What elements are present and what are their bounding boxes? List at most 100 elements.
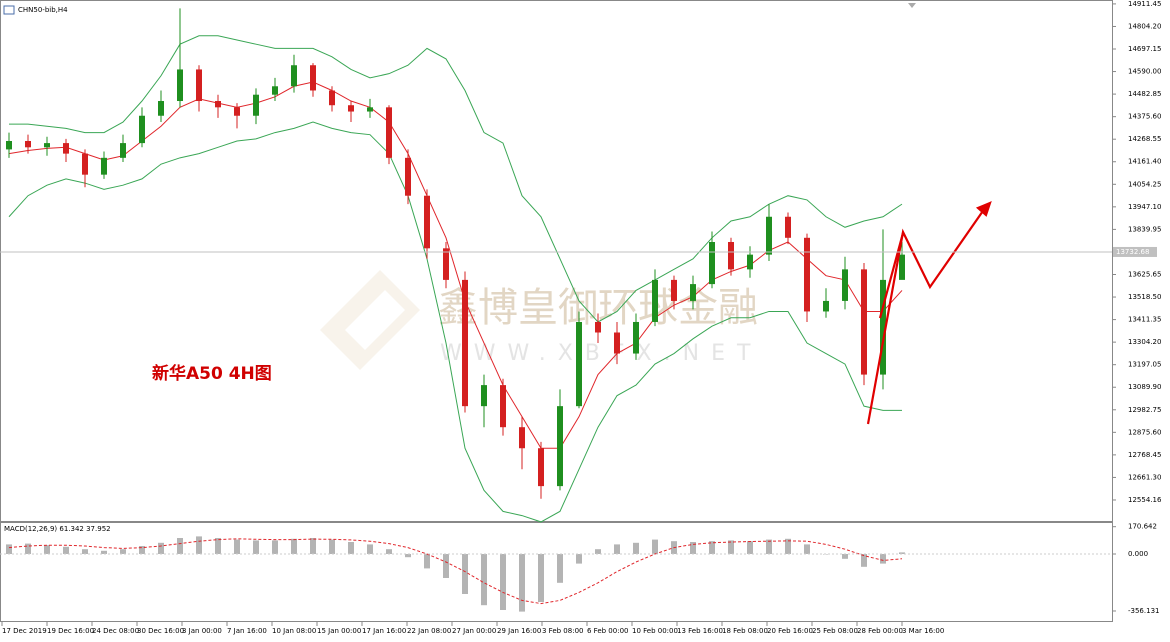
candle-body [462, 279, 468, 407]
macd-bar [481, 554, 487, 606]
macd-bar [215, 538, 221, 554]
y-tick-label: 13304.20 [1128, 338, 1161, 346]
y-tick-label: 13625.65 [1128, 270, 1161, 278]
x-tick-label: 3 Mar 16:00 [902, 627, 944, 635]
macd-bar [633, 542, 639, 554]
x-tick-label: 3 Feb 08:00 [542, 627, 583, 635]
candle-body [747, 254, 753, 270]
candle-body [614, 332, 620, 354]
macd-bar [462, 554, 468, 594]
macd-bar [519, 554, 525, 612]
x-tick-label: 27 Jan 00:00 [452, 627, 496, 635]
macd-bar [728, 540, 734, 554]
marks [6, 8, 905, 612]
y-tick-label: 0.000 [1128, 550, 1148, 558]
y-tick-label: 12768.45 [1128, 451, 1161, 459]
candle-body [405, 157, 411, 196]
x-tick-label: 6 Feb 00:00 [587, 627, 628, 635]
candle-body [272, 86, 278, 95]
macd-bar [253, 540, 259, 554]
candle-body [120, 143, 126, 158]
candle-body [310, 65, 316, 91]
x-tick-label: 20 Feb 16:00 [767, 627, 813, 635]
candle-body [557, 406, 563, 487]
x-tick-label: 22 Jan 08:00 [407, 627, 451, 635]
x-tick-label: 29 Jan 16:00 [497, 627, 541, 635]
candle-body [215, 101, 221, 108]
annotation: 新华A50 4H图 [152, 363, 272, 384]
candle-body [139, 115, 145, 144]
macd-bar [557, 554, 563, 583]
y-tick-label: -356.131 [1128, 607, 1159, 615]
macd-bar [405, 554, 411, 558]
y-tick-label: 12982.75 [1128, 406, 1161, 414]
y-tick-label: 13089.90 [1128, 383, 1161, 391]
macd-bar [595, 549, 601, 554]
macd-title: MACD(12,26,9) 61.342 37.952 [4, 525, 111, 533]
x-tick-label: 17 Dec 2019 [2, 627, 47, 635]
macd-bar [766, 539, 772, 554]
x-tick-label: 15 Jan 00:00 [317, 627, 361, 635]
candle-body [823, 300, 829, 312]
macd-bar [538, 554, 544, 602]
candle-body [234, 107, 240, 116]
candle-body [291, 65, 297, 87]
candle-body [44, 143, 50, 148]
candle-body [633, 321, 639, 354]
y-tick-label: 12554.16 [1128, 496, 1162, 504]
y-tick-label: 12661.30 [1128, 473, 1161, 481]
candle-body [196, 69, 202, 102]
macd-bar [500, 554, 506, 610]
x-tick-label: 19 Dec 16:00 [47, 627, 94, 635]
y-tick-label: 14590.00 [1128, 68, 1161, 76]
candle-body [177, 69, 183, 102]
macd-bar [25, 543, 31, 554]
x-tick-label: 10 Feb 00:00 [632, 627, 678, 635]
macd-bar [861, 554, 867, 567]
candle-body [538, 448, 544, 487]
macd-pane [0, 522, 1113, 622]
x-tick-label: 24 Dec 08:00 [92, 627, 139, 635]
candle-body [443, 248, 449, 280]
macd-bar [367, 544, 373, 554]
indicator-line [9, 35, 903, 323]
macd-bar [747, 541, 753, 554]
candle-body [63, 143, 69, 154]
macd-bar [899, 552, 905, 554]
x-tick-label: 3 Jan 00:00 [182, 627, 222, 635]
x-tick-label: 7 Jan 16:00 [227, 627, 267, 635]
y-tick-label: 13411.35 [1128, 316, 1161, 324]
macd-bar [576, 554, 582, 564]
drawn-arrow [866, 201, 992, 425]
candle-body [424, 195, 430, 249]
watermark-url: WWW.XBFX.NET [440, 341, 762, 366]
y-tick-label: 14161.40 [1128, 158, 1161, 166]
candle-body [576, 321, 582, 407]
macd-bar [348, 542, 354, 554]
candle-body [595, 321, 601, 333]
macd-bar [842, 554, 848, 559]
candle-body [158, 101, 164, 116]
y-tick-label: 12875.60 [1128, 428, 1161, 436]
candle-body [880, 279, 886, 375]
y-tick-label: 14697.15 [1128, 45, 1161, 53]
macd-bar [785, 538, 791, 554]
y-tick-label: 14375.60 [1128, 113, 1161, 121]
candle-body [842, 269, 848, 301]
macd-bar [443, 554, 449, 578]
x-tick-label: 10 Jan 08:00 [272, 627, 316, 635]
macd-bar [196, 536, 202, 554]
candle-body [253, 94, 259, 116]
y-tick-label: 14268.55 [1128, 135, 1161, 143]
x-tick-label: 18 Feb 08:00 [722, 627, 768, 635]
signal-line [8, 538, 903, 605]
macd-bar [63, 546, 69, 554]
x-tick-label: 13 Feb 16:00 [677, 627, 723, 635]
candle-body [329, 90, 335, 106]
x-tick-label: 30 Dec 16:00 [137, 627, 184, 635]
macd-bar [44, 545, 50, 554]
candle-body [101, 157, 107, 175]
y-tick-label: 13947.10 [1128, 203, 1161, 211]
